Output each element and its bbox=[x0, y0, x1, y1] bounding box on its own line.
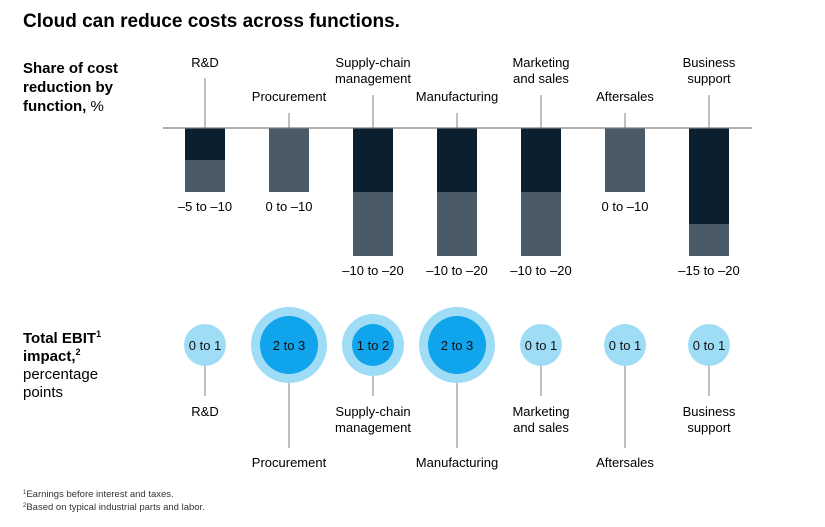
bar-value-label-supply-chain-management: –10 to –20 bbox=[342, 263, 403, 278]
bubble-category-label-business-support: Business bbox=[683, 404, 736, 419]
bottom-section-label: Total EBIT1 impact,2 percentage points bbox=[23, 329, 101, 401]
top-label-line-1: Share of cost bbox=[23, 60, 118, 77]
footnote-mark-2: 2 bbox=[76, 347, 81, 357]
bottom-label-impact: impact, bbox=[23, 348, 76, 365]
footnote-2-text: Based on typical industrial parts and la… bbox=[26, 502, 205, 513]
bubble-value-label-procurement: 2 to 3 bbox=[273, 338, 306, 353]
top-label-function: function, bbox=[23, 98, 86, 115]
bottom-label-line-2: impact,2 bbox=[23, 347, 81, 365]
bar-min-marketing-and-sales bbox=[521, 128, 561, 192]
bubble-category-label-manufacturing: Manufacturing bbox=[416, 455, 498, 470]
bubble-category-label-aftersales: Aftersales bbox=[596, 455, 654, 470]
bubble-category-label-marketing-and-sales: Marketing bbox=[512, 404, 569, 419]
bottom-label-line-3: percentage bbox=[23, 366, 98, 383]
bar-range-procurement bbox=[269, 128, 309, 192]
bubble-category-label-business-support: support bbox=[687, 420, 731, 435]
chart-canvas: Cloud can reduce costs across functions.… bbox=[0, 0, 825, 527]
bar-range-manufacturing bbox=[437, 192, 477, 256]
bar-min-manufacturing bbox=[437, 128, 477, 192]
footnote-mark-1: 1 bbox=[96, 329, 101, 339]
bar-range-supply-chain-management bbox=[353, 192, 393, 256]
bar-value-label-marketing-and-sales: –10 to –20 bbox=[510, 263, 571, 278]
footnote-1: 1Earnings before interest and taxes. bbox=[23, 489, 174, 500]
bar-category-label-supply-chain-management: management bbox=[335, 71, 411, 86]
bubble-value-label-business-support: 0 to 1 bbox=[693, 338, 726, 353]
bar-category-label-business-support: support bbox=[687, 71, 731, 86]
bottom-label-line-4: points bbox=[23, 384, 63, 401]
bar-value-label-manufacturing: –10 to –20 bbox=[426, 263, 487, 278]
footnote-2: 2Based on typical industrial parts and l… bbox=[23, 502, 205, 513]
bar-min-supply-chain-management bbox=[353, 128, 393, 192]
bubble-value-label-aftersales: 0 to 1 bbox=[609, 338, 642, 353]
bubble-chart: 0 to 1 R&D 2 to 3 Procurement 1 to 2 Supply-c… bbox=[184, 307, 736, 470]
top-label-line-3: function, % bbox=[23, 98, 104, 115]
top-label-line-2: reduction by bbox=[23, 79, 114, 96]
bar-range-randd bbox=[185, 160, 225, 192]
bar-category-label-marketing-and-sales: Marketing bbox=[512, 55, 569, 70]
bar-min-randd bbox=[185, 128, 225, 160]
bubble-category-label-supply-chain-management: Supply-chain bbox=[335, 404, 410, 419]
footnote-1-text: Earnings before interest and taxes. bbox=[26, 489, 173, 500]
bottom-label-ebit: Total EBIT bbox=[23, 330, 96, 347]
bubble-category-label-randd: R&D bbox=[191, 404, 218, 419]
bar-range-marketing-and-sales bbox=[521, 192, 561, 256]
bar-value-label-aftersales: 0 to –10 bbox=[602, 199, 649, 214]
bubble-category-label-marketing-and-sales: and sales bbox=[513, 420, 569, 435]
bubble-value-label-marketing-and-sales: 0 to 1 bbox=[525, 338, 558, 353]
chart-title: Cloud can reduce costs across functions. bbox=[23, 11, 400, 32]
bar-category-label-procurement: Procurement bbox=[252, 89, 327, 104]
bar-value-label-procurement: 0 to –10 bbox=[266, 199, 313, 214]
bar-category-label-marketing-and-sales: and sales bbox=[513, 71, 569, 86]
bubble-value-label-supply-chain-management: 1 to 2 bbox=[357, 338, 390, 353]
bar-value-label-randd: –5 to –10 bbox=[178, 199, 232, 214]
bar-category-label-manufacturing: Manufacturing bbox=[416, 89, 498, 104]
bottom-label-line-1: Total EBIT1 bbox=[23, 329, 101, 347]
bar-value-label-business-support: –15 to –20 bbox=[678, 263, 739, 278]
bubble-category-label-supply-chain-management: management bbox=[335, 420, 411, 435]
bar-range-aftersales bbox=[605, 128, 645, 192]
bar-range-business-support bbox=[689, 224, 729, 256]
top-label-unit: % bbox=[86, 98, 104, 115]
bubble-value-label-randd: 0 to 1 bbox=[189, 338, 222, 353]
bar-min-business-support bbox=[689, 128, 729, 224]
bubble-category-label-procurement: Procurement bbox=[252, 455, 327, 470]
top-section-label: Share of cost reduction by function, % bbox=[23, 60, 118, 115]
bubble-value-label-manufacturing: 2 to 3 bbox=[441, 338, 474, 353]
bar-chart: R&D –5 to –10 Procurement 0 to –10 Supply-ch… bbox=[163, 55, 752, 278]
bar-category-label-supply-chain-management: Supply-chain bbox=[335, 55, 410, 70]
bar-category-label-aftersales: Aftersales bbox=[596, 89, 654, 104]
footnotes: 1Earnings before interest and taxes. 2Ba… bbox=[23, 489, 205, 513]
bar-category-label-business-support: Business bbox=[683, 55, 736, 70]
bar-category-label-randd: R&D bbox=[191, 55, 218, 70]
